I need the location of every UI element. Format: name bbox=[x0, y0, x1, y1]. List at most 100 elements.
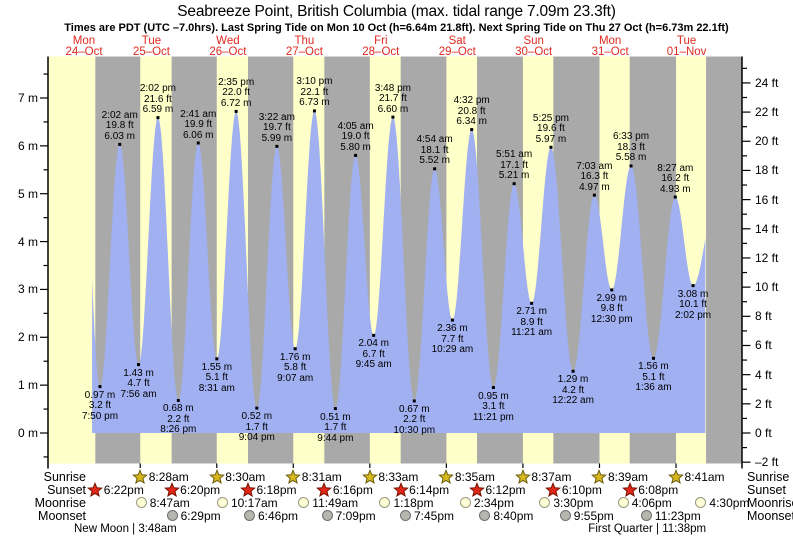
sunrise-star-icon bbox=[668, 468, 684, 484]
y-axis-label-ft: 4 ft bbox=[755, 367, 772, 382]
tide-extreme-dot bbox=[470, 128, 474, 132]
sunrise-star-icon bbox=[514, 468, 531, 484]
y-axis-label-m: 7 m bbox=[17, 91, 38, 105]
tide-extreme-dot bbox=[156, 116, 160, 120]
high-tide-annotation: 2:35 pm 22.0 ft 6.72 m bbox=[218, 76, 255, 109]
tide-extreme-dot bbox=[651, 356, 655, 360]
tide-extreme-dot bbox=[98, 385, 102, 389]
low-tide-annotation: 1.76 m 5.8 ft 9:07 am bbox=[277, 351, 314, 384]
sunset-time: 6:12pm bbox=[485, 482, 526, 497]
day-label: Mon 31–Oct bbox=[591, 35, 629, 58]
high-tide-annotation: 7:03 am 16.3 ft 4.97 m bbox=[576, 160, 613, 193]
high-tide-annotation: 6:33 pm 18.3 ft 5.58 m bbox=[612, 131, 650, 164]
sunset-star-icon bbox=[469, 481, 485, 497]
sunrise-time: 8:37am bbox=[531, 469, 572, 484]
sunrise-star-icon bbox=[208, 468, 225, 484]
moonrise-circle-icon bbox=[695, 497, 707, 508]
sunset-star-icon bbox=[545, 481, 562, 497]
tide-extreme-dot bbox=[176, 398, 180, 402]
tide-extreme-dot bbox=[530, 301, 534, 305]
row-label-right-sunrise: Sunrise bbox=[747, 469, 790, 484]
y-axis-label-ft: 10 ft bbox=[755, 280, 779, 295]
low-tide-annotation: 2.99 m 9.8 ft 12:30 pm bbox=[590, 292, 633, 325]
high-tide-annotation: 3:48 pm 21.7 ft 6.60 m bbox=[374, 82, 411, 115]
tide-extreme-dot bbox=[293, 347, 297, 351]
sunrise-star-icon bbox=[438, 468, 455, 484]
high-tide-annotation: 3:10 pm 22.1 ft 6.73 m bbox=[296, 76, 333, 109]
moonset-time: 9:55pm bbox=[573, 508, 614, 523]
low-tide-annotation: 1.55 m 5.1 ft 8:31 am bbox=[198, 361, 235, 394]
moonset-circle-icon bbox=[243, 510, 255, 521]
high-tide-annotation: 3:22 am 19.7 ft 5.99 m bbox=[258, 111, 295, 144]
day-label: Mon 24–Oct bbox=[65, 35, 103, 58]
high-tide-annotation: 2:41 am 19.9 ft 6.06 m bbox=[180, 108, 217, 141]
tide-extreme-dot bbox=[691, 284, 695, 288]
low-tide-annotation: 0.67 m 2.2 ft 10:30 pm bbox=[393, 403, 436, 436]
moonset-time: 7:45pm bbox=[413, 508, 455, 523]
day-label: Tue 25–Oct bbox=[132, 35, 171, 58]
sunrise-time: 8:28am bbox=[148, 469, 189, 484]
tide-extreme-dot bbox=[512, 182, 516, 186]
day-label: Sat 29–Oct bbox=[438, 35, 476, 58]
tide-extreme-dot bbox=[571, 369, 575, 373]
tide-extreme-dot bbox=[333, 407, 337, 411]
day-label: Sun 30–Oct bbox=[515, 35, 553, 58]
low-tide-annotation: 3.08 m 10.1 ft 2:02 pm bbox=[674, 288, 712, 321]
y-axis-label-ft: 14 ft bbox=[755, 221, 779, 236]
sunset-time: 6:20pm bbox=[180, 482, 221, 497]
high-tide-annotation: 4:32 pm 20.8 ft 6.34 m bbox=[453, 95, 490, 128]
day-label: Thu 27–Oct bbox=[285, 35, 323, 58]
y-axis-label-m: 1 m bbox=[17, 378, 38, 393]
y-axis-label-ft: 20 ft bbox=[755, 134, 779, 149]
tide-extreme-dot bbox=[234, 109, 238, 113]
tide-extreme-dot bbox=[450, 318, 454, 322]
tide-extreme-dot bbox=[629, 164, 633, 168]
y-axis-label-ft: 8 ft bbox=[755, 309, 772, 324]
day-label: Fri 28–Oct bbox=[362, 35, 400, 58]
low-tide-annotation: 1.43 m 4.7 ft 7:56 am bbox=[120, 367, 157, 400]
y-axis-label-m: 6 m bbox=[17, 138, 38, 153]
moonrise-circle-icon bbox=[379, 497, 391, 508]
high-tide-annotation: 4:54 am 18.1 ft 5.52 m bbox=[416, 134, 453, 167]
moonrise-time: 10:17am bbox=[230, 495, 278, 510]
low-tide-annotation: 0.68 m 2.2 ft 8:26 pm bbox=[160, 403, 197, 436]
tide-extreme-dot bbox=[354, 153, 358, 157]
moonrise-time: 4:30pm bbox=[709, 495, 750, 510]
tide-extreme-dot bbox=[137, 363, 141, 367]
moonrise-circle-icon bbox=[459, 497, 471, 508]
day-label: Tue 01–Nov bbox=[666, 35, 707, 58]
sunrise-time: 8:41am bbox=[684, 469, 725, 484]
sunset-time: 6:18pm bbox=[256, 482, 297, 497]
low-tide-annotation: 0.52 m 1.7 ft 9:04 pm bbox=[238, 411, 275, 444]
high-tide-annotation: 2:02 am 19.8 ft 6.03 m bbox=[101, 109, 138, 142]
sunset-time: 6:22pm bbox=[103, 482, 144, 497]
tide-extreme-dot bbox=[610, 288, 614, 292]
moonrise-time: 8:47am bbox=[149, 495, 190, 510]
low-tide-annotation: 0.95 m 3.1 ft 11:21 pm bbox=[472, 390, 514, 423]
tide-extreme-dot bbox=[673, 195, 677, 199]
moonrise-circle-icon bbox=[135, 497, 147, 508]
y-axis-label-ft: 22 ft bbox=[755, 105, 779, 120]
y-axis-label-ft: 12 ft bbox=[755, 250, 779, 265]
high-tide-annotation: 4:05 am 19.0 ft 5.80 m bbox=[337, 120, 374, 153]
moonset-time: 11:23pm bbox=[654, 508, 701, 523]
moonrise-time: 2:34pm bbox=[473, 495, 514, 510]
low-tide-annotation: 0.51 m 1.7 ft 9:44 pm bbox=[317, 411, 354, 444]
page-subtitle: Times are PDT (UTC –7.0hrs). Last Spring… bbox=[64, 22, 729, 34]
y-axis-label-m: 4 m bbox=[17, 234, 38, 249]
row-label-left-sunset: Sunset bbox=[47, 482, 86, 497]
y-axis-label-ft: 16 ft bbox=[755, 192, 779, 207]
y-axis-label-m: 0 m bbox=[17, 426, 38, 440]
low-tide-annotation: 2.71 m 8.9 ft 11:21 am bbox=[511, 306, 553, 339]
moonrise-circle-icon bbox=[617, 497, 629, 508]
tide-curve-area bbox=[92, 110, 706, 434]
row-label-left-moonset: Moonset bbox=[38, 508, 86, 523]
high-tide-annotation: 5:51 am 17.1 ft 5.21 m bbox=[496, 149, 533, 182]
y-axis-label-ft: 24 ft bbox=[755, 75, 779, 90]
row-label-left-sunrise: Sunrise bbox=[43, 469, 86, 484]
moonrise-time: 3:30pm bbox=[553, 495, 594, 510]
tide-extreme-dot bbox=[433, 167, 437, 171]
moonset-circle-icon bbox=[321, 510, 333, 521]
high-tide-annotation: 8:27 am 16.2 ft 4.93 m bbox=[657, 162, 694, 195]
